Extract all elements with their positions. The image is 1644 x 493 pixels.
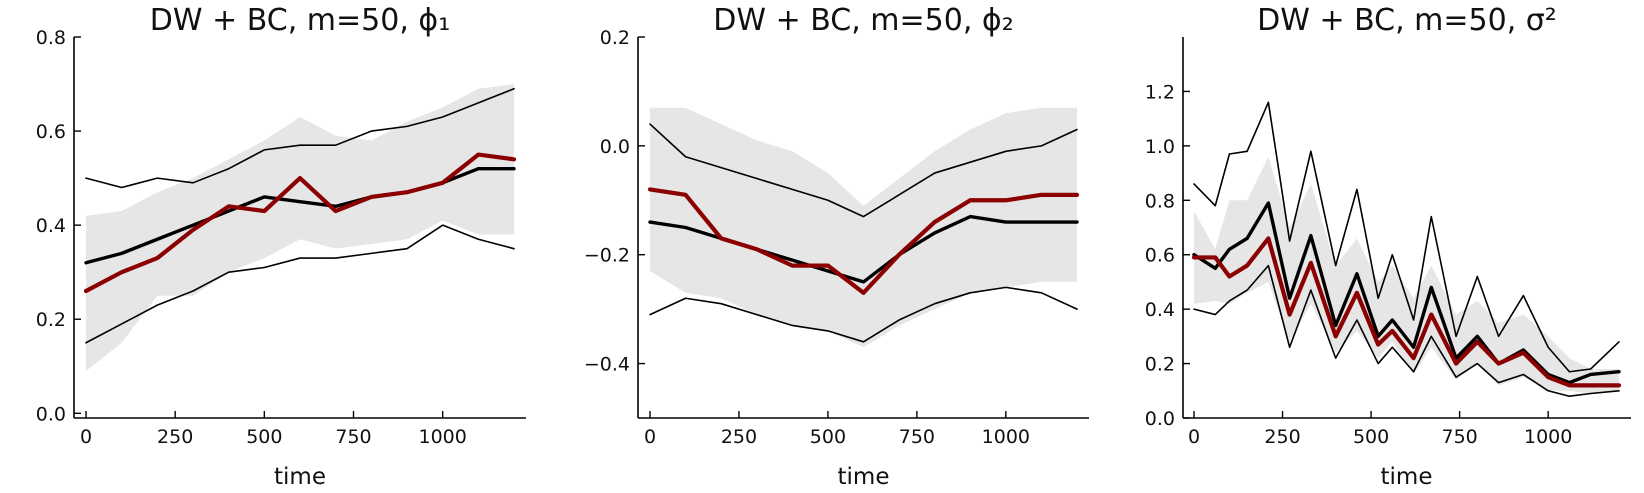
upper-quantile-line: [85, 87, 515, 189]
upper-quantile-line: [649, 123, 1078, 218]
x-tick-label: 0: [1188, 426, 1200, 448]
chart-panel-3: DW + BC, m=50, σ² 0.0 0.2 0.4 0.6 0.8 1.0 1.2 0 2…: [1145, 3, 1631, 490]
y-tick-label: 0.8: [1145, 190, 1175, 212]
upper-quantile-line: [1193, 101, 1620, 373]
x-tick-label: 250: [1264, 426, 1300, 448]
y-tick-label: 1.2: [1145, 81, 1175, 103]
credible-band: [650, 107, 1077, 348]
x-tick-label: 750: [335, 426, 371, 448]
y-tick-label: 0.0: [1145, 408, 1175, 430]
y-tick-label: 0.8: [36, 27, 66, 49]
y-tick-label: 0.4: [36, 215, 66, 237]
y-tick-label: 1.0: [1145, 136, 1175, 158]
chart-title: DW + BC, m=50, σ²: [1257, 3, 1557, 38]
x-tick-label: 1000: [418, 426, 466, 448]
x-tick-label: 0: [80, 426, 92, 448]
x-tick-label: 750: [1441, 426, 1477, 448]
y-tick-label: 0.2: [36, 309, 66, 331]
y-tick-label: 0.4: [1145, 299, 1175, 321]
x-axis-label: time: [1381, 464, 1433, 490]
x-tick-label: 250: [721, 426, 757, 448]
x-tick-label: 1000: [1524, 426, 1572, 448]
lower-quantile-line: [649, 286, 1078, 343]
credible-band: [1194, 156, 1619, 394]
true-value-line: [1191, 236, 1622, 388]
x-tick-label: 0: [644, 426, 656, 448]
y-tick-label: 0.0: [36, 403, 66, 425]
y-tick-label: −0.2: [584, 245, 630, 267]
true-value-line: [83, 152, 517, 294]
y-tick-label: 0.6: [1145, 245, 1175, 267]
y-tick-label: 0.6: [36, 121, 66, 143]
chart-title: DW + BC, m=50, ϕ₂: [713, 3, 1013, 38]
y-tick-label: 0.2: [600, 27, 630, 49]
y-tick-label: 0.0: [600, 136, 630, 158]
lower-quantile-line: [85, 224, 515, 344]
y-tick-label: 0.2: [1145, 354, 1175, 376]
chart-panel-2: DW + BC, m=50, ϕ₂ −0.4 −0.2 0.0 0.2 0 250 500 75…: [584, 3, 1089, 490]
chart-panel-1: DW + BC, m=50, ϕ₁ 0.0 0.2 0.4 0.6 0.8 0 250 500 7…: [36, 3, 526, 490]
x-axis-label: time: [274, 464, 326, 490]
y-tick-label: −0.4: [584, 354, 630, 376]
x-tick-label: 250: [157, 426, 193, 448]
chart-title: DW + BC, m=50, ϕ₁: [150, 3, 450, 38]
x-tick-label: 500: [1353, 426, 1389, 448]
x-axis-label: time: [838, 464, 890, 490]
x-tick-label: 1000: [982, 426, 1030, 448]
true-value-line: [647, 187, 1080, 295]
x-tick-label: 500: [246, 426, 282, 448]
credible-band: [86, 84, 514, 371]
lower-quantile-line: [1193, 264, 1620, 398]
x-tick-label: 500: [810, 426, 846, 448]
x-tick-label: 750: [899, 426, 935, 448]
